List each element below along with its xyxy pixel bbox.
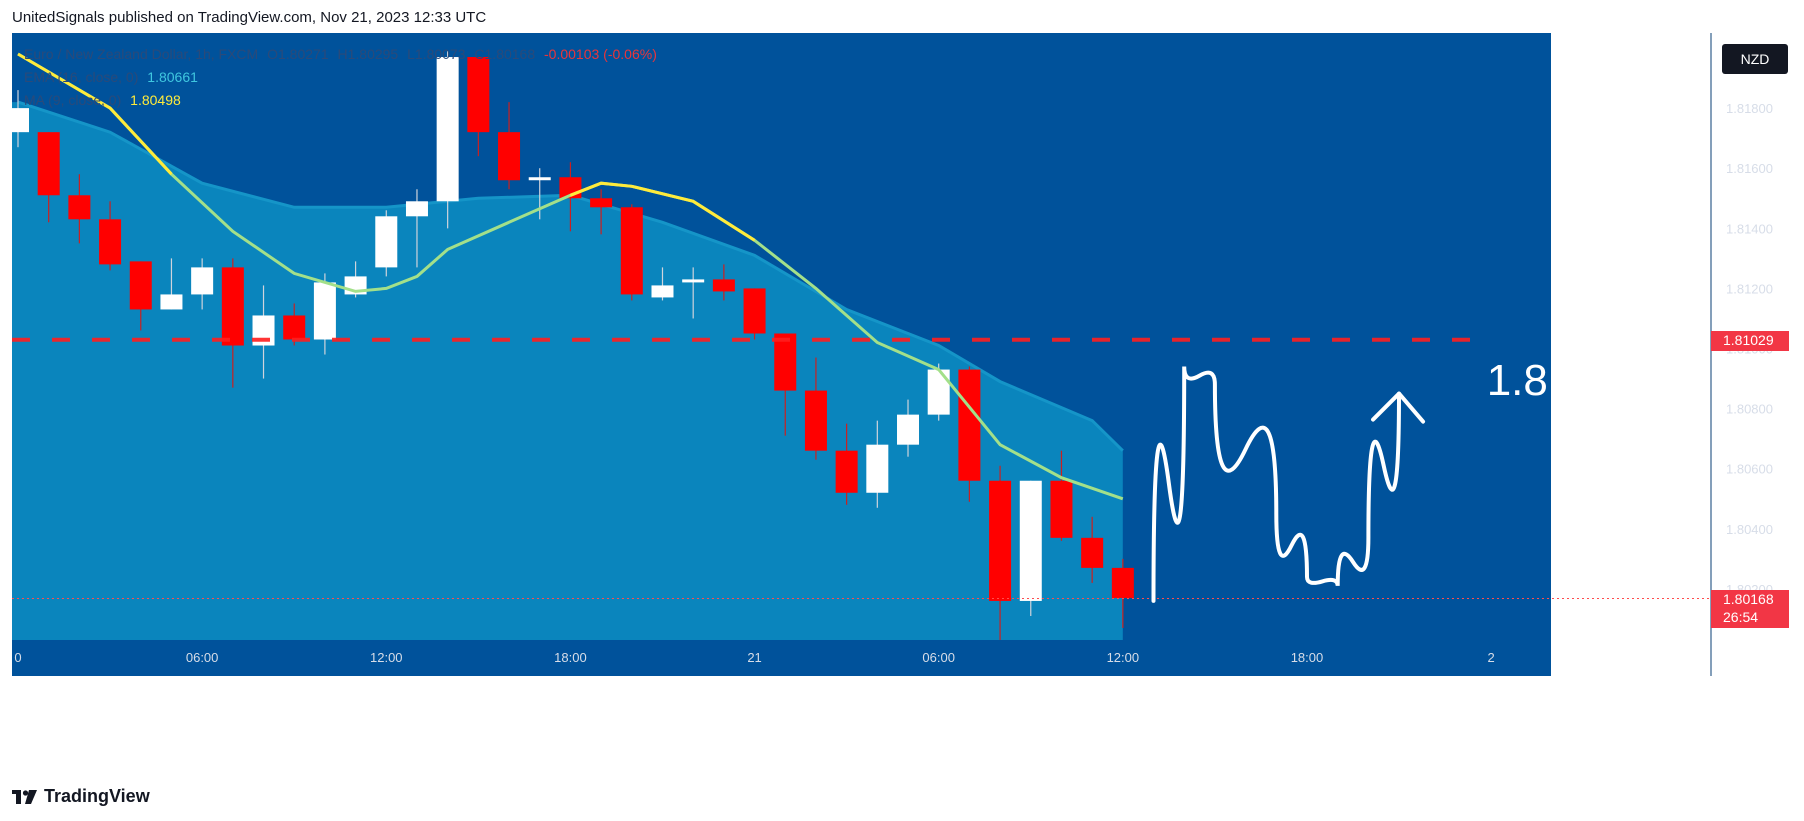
forecast-arrow-head [1371,391,1426,424]
time-tick-label: 06:00 [186,650,219,665]
legend-ema-value: 1.80661 [147,69,198,85]
time-tick-label: 12:00 [370,650,403,665]
candle-body [620,207,643,295]
candle-body [129,261,152,310]
candle-body [989,480,1012,601]
candle-body [375,216,398,268]
candle-body [221,267,244,346]
legend-low: L1.80073 [407,46,466,62]
time-axis[interactable]: 0 06:00 12:00 18:00 21 06:00 12:00 18:00 2 [14,650,1494,665]
price-tick-label: 1.80600 [1726,462,1773,477]
candle-body [1050,480,1073,538]
legend-ema: EMA (16, close, 0) 1.80661 [24,69,203,85]
published-line: UnitedSignals published on TradingView.c… [12,9,487,26]
tradingview-logo-icon [12,789,37,804]
price-tick-label: 1.80800 [1726,402,1773,417]
candle-body [436,57,459,202]
tradingview-logo-text: TradingView [44,786,150,806]
time-tick-label: 12:00 [1107,650,1140,665]
candle-body [160,294,183,310]
time-tick-label: 21 [747,650,761,665]
price-tick-label: 1.81800 [1726,101,1773,116]
legend-ohlc: Euro / New Zealand Dollar, 1h, FXCM O1.8… [24,46,662,62]
candle-body [804,390,827,451]
candle-body [313,282,336,340]
candle-body [191,267,214,295]
candle-body [68,195,91,220]
candle-body [405,201,428,217]
ema-line [17,100,1124,452]
candle-body [467,57,490,133]
ema-fill-area [12,102,1123,641]
candle-body [651,285,674,298]
candle-body [743,288,766,334]
candle-body [866,444,889,493]
candle-body [682,279,705,283]
legend-close: C1.80168 [474,46,536,62]
legend-ma: MA (9, close, 0) 1.80498 [24,92,186,108]
legend-symbol: Euro / New Zealand Dollar, 1h, FXCM [24,46,259,62]
candle-body [498,132,521,181]
candle-body [99,219,122,265]
last-price-tag: 1.80168 26:54 [1711,589,1789,628]
time-tick-label: 18:00 [1291,650,1324,665]
candle-body [1019,480,1042,601]
target-label: 1.8102 [1487,356,1622,405]
candle-body [897,414,920,445]
candle-body [528,177,551,181]
price-tick-label: 1.80400 [1726,522,1773,537]
target-price-value: 1.81029 [1723,331,1774,348]
legend-change: -0.00103 (-0.06%) [544,46,657,62]
candle-body [1111,567,1134,598]
price-tick-label: 1.81400 [1726,221,1773,236]
legend-ema-label: EMA (16, close, 0) [24,69,139,85]
tradingview-logo[interactable]: TradingView [12,786,150,807]
time-tick-label: 06:00 [922,650,955,665]
legend-high: H1.80295 [337,46,399,62]
bar-countdown: 26:54 [1723,608,1759,625]
candle-body [590,198,613,208]
ma-line-highlight [17,52,173,176]
candle-body [37,132,60,196]
time-tick-label: 0 [14,650,21,665]
candle-body [774,333,797,391]
candle-body [712,279,735,292]
last-price-value: 1.80168 [1723,590,1774,607]
candle-body [1081,537,1104,568]
price-tick-label: 1.81200 [1726,281,1773,296]
target-price-tag: 1.81029 [1711,330,1789,351]
ma-line-highlight [569,181,756,242]
currency-badge[interactable]: NZD [1722,44,1788,74]
candle-body [7,108,29,133]
legend-open: O1.80271 [267,46,329,62]
candle-body [958,369,981,481]
time-tick-label: 2 [1488,650,1495,665]
candle-body [927,369,950,415]
legend-ma-value: 1.80498 [130,92,181,108]
legend-ma-label: MA (9, close, 0) [24,92,122,108]
price-tick-label: 1.81600 [1726,161,1773,176]
forecast-path [1151,366,1401,603]
candle-body [283,315,306,340]
time-tick-label: 18:00 [554,650,587,665]
candle-body [835,450,858,493]
